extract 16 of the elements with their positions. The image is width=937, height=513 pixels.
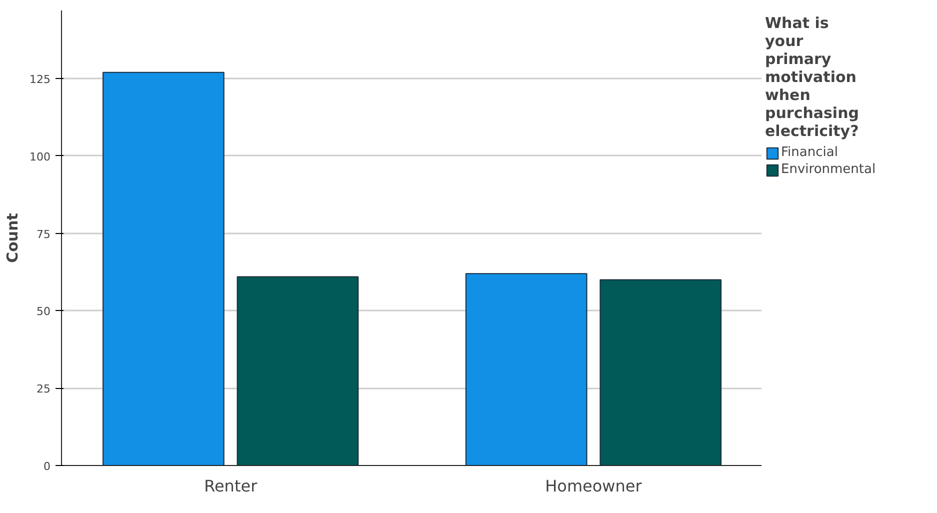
x-tick-label: Homeowner: [545, 476, 642, 496]
legend-label: Financial: [781, 145, 838, 160]
x-tick-label: Renter: [204, 476, 258, 496]
bar: [600, 279, 722, 466]
y-tick-label: 100: [30, 150, 51, 164]
y-tick-label: 25: [36, 382, 51, 396]
bar: [236, 276, 359, 466]
bar: [465, 273, 588, 466]
legend-label: Environmental: [781, 162, 876, 177]
y-tick-label: 75: [36, 228, 51, 241]
y-tick-label: 125: [30, 73, 51, 86]
y-tick-label: 0: [44, 460, 50, 473]
y-tick-label: 50: [36, 305, 51, 318]
bar: [102, 72, 224, 466]
y-axis-title: Count: [4, 213, 22, 263]
legend-title: What is your primary motivation when purchasing electricity?: [765, 14, 860, 140]
